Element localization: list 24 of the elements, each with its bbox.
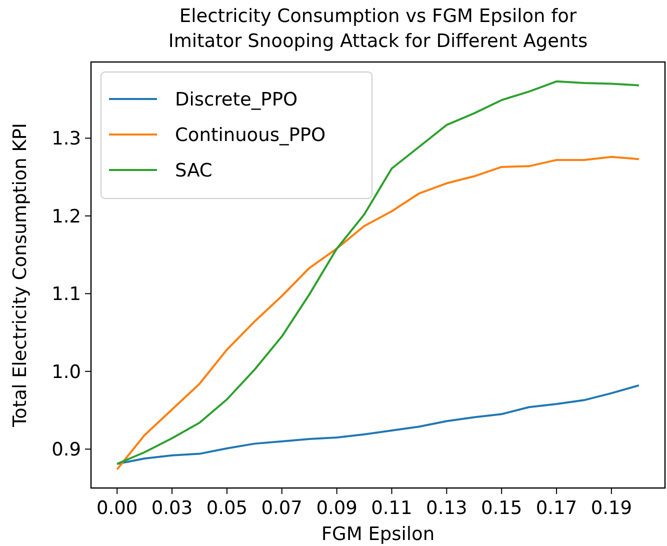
line-series [116, 156, 640, 470]
legend-label: SAC [175, 160, 212, 182]
x-tick-label: 0.09 [316, 498, 358, 519]
legend-label: Continuous_PPO [175, 124, 326, 146]
x-axis-title: FGM Epsilon [321, 524, 435, 545]
y-tick-label: 1.0 [52, 362, 81, 383]
y-axis-title: Total Electricity Consumption KPI [10, 122, 31, 428]
x-tick-label: 0.13 [426, 498, 468, 519]
y-tick-label: 0.9 [52, 440, 81, 461]
legend-label: Discrete_PPO [175, 89, 298, 110]
x-tick-label: 0.00 [96, 498, 138, 519]
line-series [116, 80, 640, 465]
x-tick-label: 0.11 [371, 498, 412, 519]
x-tick-label: 0.03 [151, 498, 193, 519]
y-tick-label: 1.1 [52, 284, 81, 306]
chart-title: Electricity Consumption vs FGM Epsilon for Imitator Snooping Attack for Different Agents [168, 6, 588, 52]
x-tick-label: 0.07 [261, 498, 302, 519]
y-tick-label: 1.3 [52, 128, 81, 150]
x-tick-label: 0.15 [480, 498, 522, 519]
y-tick-label: 1.2 [52, 206, 81, 228]
x-tick-label: 0.17 [536, 498, 578, 519]
x-tick-label: 0.05 [206, 498, 248, 519]
line-series [116, 384, 640, 465]
x-tick-label: 0.19 [590, 498, 632, 519]
